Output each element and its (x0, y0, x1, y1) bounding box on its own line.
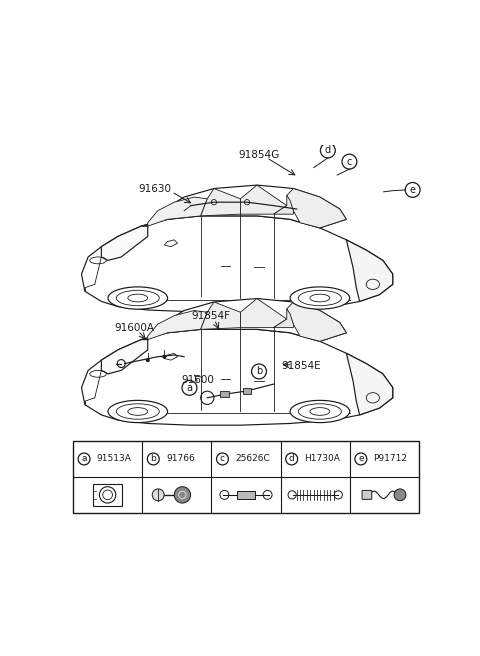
Polygon shape (274, 195, 293, 214)
Text: 91630: 91630 (138, 184, 171, 194)
Ellipse shape (108, 287, 168, 309)
Polygon shape (240, 185, 287, 214)
Text: d: d (325, 146, 331, 155)
Text: b: b (256, 367, 262, 377)
Circle shape (252, 364, 266, 379)
Text: c: c (347, 157, 352, 167)
Circle shape (182, 380, 197, 396)
Polygon shape (240, 298, 287, 327)
Polygon shape (164, 354, 178, 360)
Text: d: d (289, 455, 295, 464)
Polygon shape (347, 354, 393, 415)
Text: a: a (186, 383, 192, 393)
Ellipse shape (108, 400, 168, 422)
Text: 91854F: 91854F (191, 312, 230, 321)
Bar (243, 388, 251, 394)
Circle shape (405, 182, 420, 197)
Circle shape (78, 453, 90, 465)
Bar (220, 392, 229, 398)
Ellipse shape (290, 400, 349, 422)
Polygon shape (148, 310, 207, 340)
Text: 91600: 91600 (181, 375, 214, 385)
Polygon shape (201, 188, 240, 216)
Circle shape (394, 489, 406, 501)
Text: 91854G: 91854G (239, 150, 280, 159)
Text: e: e (409, 185, 416, 195)
Circle shape (174, 487, 191, 503)
Polygon shape (82, 329, 393, 425)
Circle shape (147, 453, 159, 465)
Circle shape (162, 355, 166, 359)
Circle shape (146, 358, 150, 362)
Circle shape (216, 453, 228, 465)
Polygon shape (101, 226, 148, 260)
Text: 25626C: 25626C (235, 455, 270, 464)
Circle shape (342, 154, 357, 169)
Text: P91712: P91712 (373, 455, 408, 464)
Text: a: a (81, 455, 87, 464)
Polygon shape (141, 185, 347, 228)
Polygon shape (287, 188, 347, 228)
Polygon shape (201, 302, 240, 329)
Text: c: c (220, 455, 225, 464)
Text: 91513A: 91513A (97, 455, 132, 464)
Polygon shape (82, 216, 393, 312)
Bar (237, 491, 255, 499)
Polygon shape (274, 309, 293, 327)
Ellipse shape (290, 287, 349, 309)
Bar (73, 441, 419, 513)
Circle shape (152, 489, 164, 501)
Polygon shape (148, 197, 207, 226)
Polygon shape (164, 240, 178, 247)
Bar (93, 483, 122, 506)
Text: e: e (358, 455, 364, 464)
Text: H1730A: H1730A (304, 455, 340, 464)
Text: 91600A: 91600A (114, 323, 155, 333)
Polygon shape (141, 298, 347, 341)
Polygon shape (347, 240, 393, 302)
Text: 91766: 91766 (166, 455, 195, 464)
Circle shape (286, 453, 298, 465)
Text: 91854E: 91854E (281, 361, 321, 371)
Polygon shape (101, 340, 148, 374)
Circle shape (321, 143, 335, 158)
Polygon shape (287, 302, 347, 341)
Circle shape (355, 453, 367, 465)
Text: b: b (150, 455, 156, 464)
FancyBboxPatch shape (362, 491, 372, 499)
